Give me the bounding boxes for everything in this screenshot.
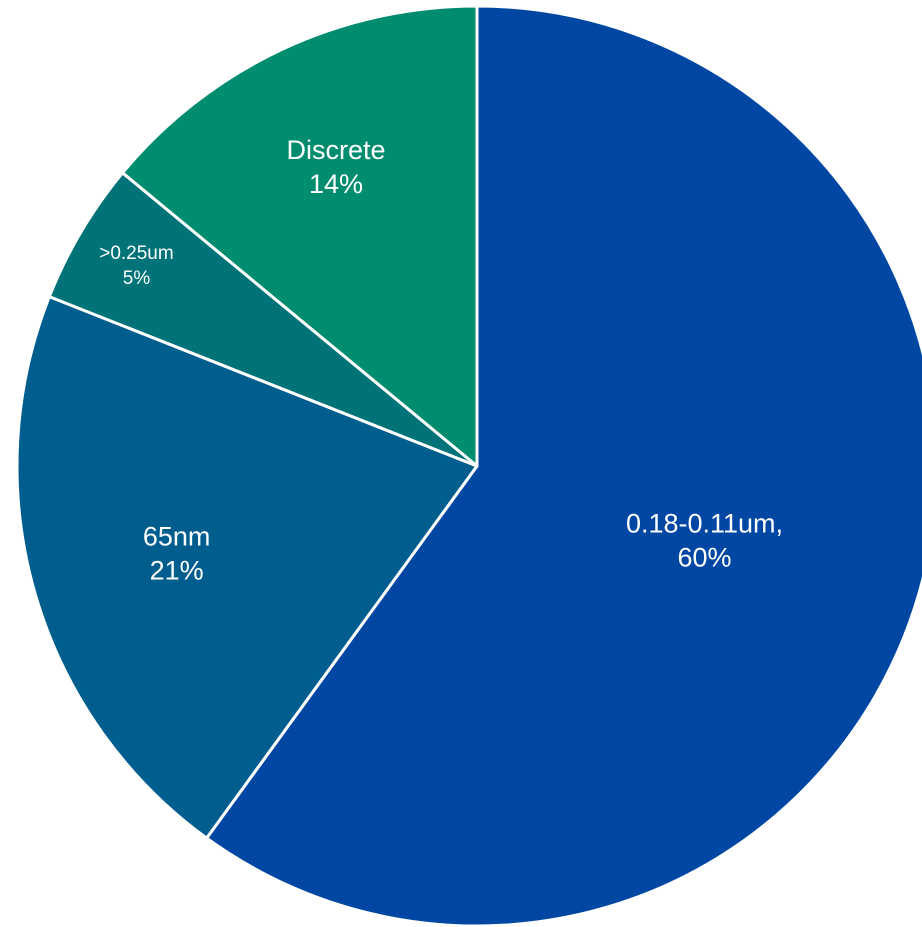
slice-name-label-2: >0.25um: [99, 243, 173, 264]
labels-layer: 0.18-0.11um, 60% 65nm 21% >0.25um 5% Discrete 1…: [99, 135, 783, 586]
slice-percent-label-1: 21%: [150, 556, 204, 586]
slice-name-label-3: Discrete: [286, 135, 385, 165]
pie-slice-0: [205, 4, 922, 927]
slice-name-label-1: 65nm: [143, 522, 211, 552]
slice-name-label-0: 0.18-0.11um,: [626, 508, 783, 538]
pie-slice-2: [47, 171, 479, 468]
slice-percent-label-0: 60%: [677, 542, 731, 572]
slices-layer: [15, 4, 922, 927]
pie-slice-3: [121, 4, 479, 468]
slice-percent-label-3: 14%: [309, 169, 363, 199]
slice-percent-label-2: 5%: [123, 268, 151, 289]
pie-slice-1: [15, 295, 479, 840]
